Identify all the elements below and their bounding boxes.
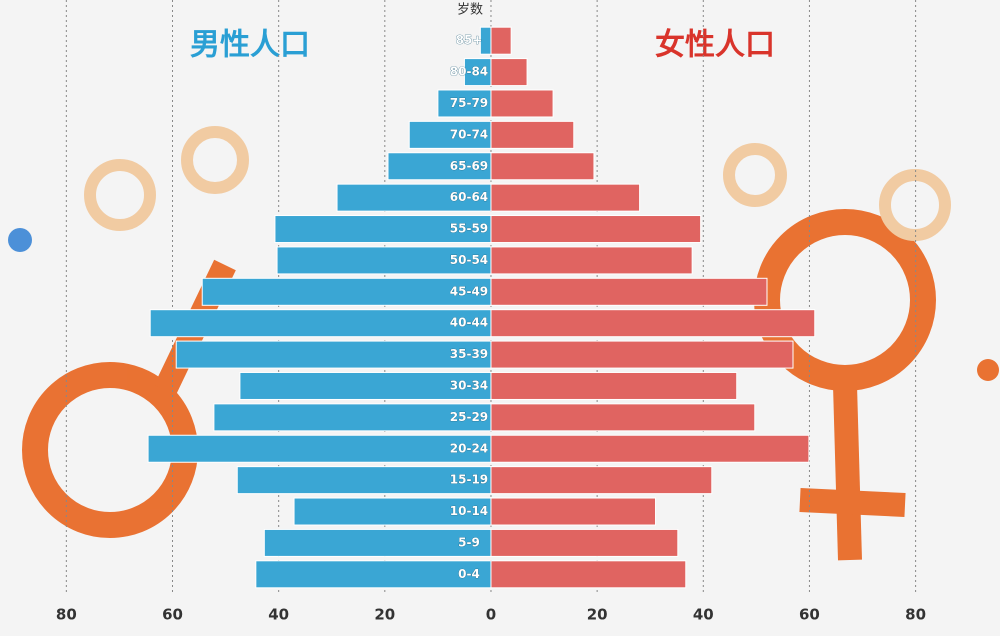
male-bar	[239, 371, 492, 400]
age-label: 0-4	[458, 567, 480, 581]
male-bar	[175, 340, 492, 369]
age-label: 15-19	[450, 473, 488, 487]
female-bar	[490, 497, 657, 526]
x-tick-label: 0	[486, 606, 496, 624]
age-label: 60-64	[450, 190, 488, 204]
male-bar	[255, 560, 492, 589]
x-tick-label: 20	[374, 606, 395, 624]
male-title: 男性人口	[190, 28, 310, 63]
male-bar	[437, 89, 492, 118]
female-bar	[490, 560, 687, 589]
male-bar	[201, 277, 492, 306]
age-label: 75-79	[450, 96, 488, 110]
male-bar	[276, 246, 492, 275]
age-label: 65-69	[450, 159, 488, 173]
female-bar	[490, 371, 738, 400]
female-bar	[490, 183, 641, 212]
female-symbol-bar	[799, 488, 906, 517]
male-bar	[408, 120, 492, 149]
age-label: 10-14	[450, 504, 488, 518]
age-label: 25-29	[450, 410, 488, 424]
age-label: 70-74	[450, 127, 488, 141]
female-title: 女性人口	[655, 28, 775, 63]
age-header: 岁数	[457, 3, 483, 18]
male-bar	[149, 309, 492, 338]
female-bar	[490, 246, 693, 275]
female-bar	[490, 89, 554, 118]
age-label: 50-54	[450, 253, 488, 267]
male-bar	[293, 497, 492, 526]
age-label: 35-39	[450, 347, 488, 361]
x-tick-label: 40	[693, 606, 714, 624]
person-icon	[8, 228, 32, 252]
female-bar	[490, 434, 810, 463]
female-bar	[490, 528, 679, 557]
female-bar	[490, 152, 595, 181]
age-label: 80-84	[450, 65, 488, 79]
female-bar	[490, 215, 702, 244]
x-tick-label: 60	[162, 606, 183, 624]
x-tick-label: 20	[587, 606, 608, 624]
male-bar	[236, 466, 492, 495]
female-bar	[490, 58, 528, 87]
female-bar	[490, 340, 794, 369]
age-label: 30-34	[450, 378, 488, 392]
female-bar	[490, 120, 575, 149]
female-symbol-stem	[833, 384, 862, 561]
age-label: 55-59	[450, 222, 488, 236]
age-label: 40-44	[450, 316, 488, 330]
age-label: 45-49	[450, 284, 488, 298]
male-bar	[147, 434, 492, 463]
female-bar	[490, 277, 768, 306]
faint-male-symbol	[84, 159, 156, 231]
female-bar	[490, 403, 756, 432]
person-icon	[977, 359, 999, 381]
x-tick-label: 40	[268, 606, 289, 624]
female-bar	[490, 466, 713, 495]
faint-male-symbol	[181, 126, 249, 194]
faint-female-symbol	[723, 143, 787, 207]
male-bar	[274, 215, 492, 244]
age-label: 85+	[456, 33, 483, 47]
male-bar	[263, 528, 492, 557]
female-bar	[490, 26, 512, 55]
x-tick-label: 80	[56, 606, 77, 624]
age-label: 20-24	[450, 441, 488, 455]
x-tick-label: 80	[905, 606, 926, 624]
x-tick-label: 60	[799, 606, 820, 624]
age-label: 5-9	[458, 535, 480, 549]
faint-female-symbol	[879, 169, 951, 241]
female-bar	[490, 309, 816, 338]
male-bar	[463, 58, 492, 87]
male-bar	[387, 152, 492, 181]
